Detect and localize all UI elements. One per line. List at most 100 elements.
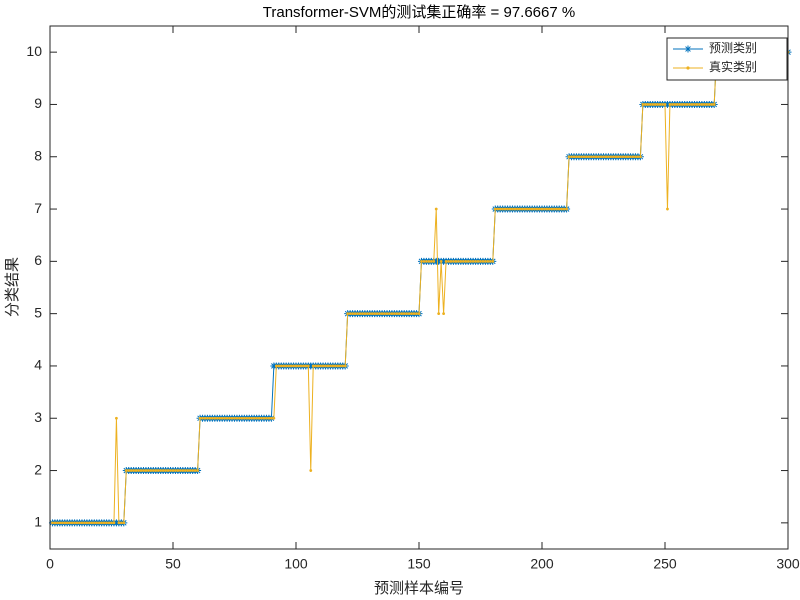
y-tick-label: 6 xyxy=(34,252,42,268)
dot-marker xyxy=(575,155,578,159)
dot-marker xyxy=(252,416,256,420)
dot-marker xyxy=(85,521,89,525)
dot-marker xyxy=(110,521,113,525)
dot-marker xyxy=(533,207,537,211)
dot-marker xyxy=(159,469,163,472)
dot-marker xyxy=(579,155,583,159)
dot-marker xyxy=(218,416,222,420)
dot-marker xyxy=(341,364,345,368)
dot-marker xyxy=(429,259,433,263)
dot-marker xyxy=(83,521,86,525)
dot-marker xyxy=(333,364,337,368)
dot-marker xyxy=(570,155,573,159)
x-tick-label: 50 xyxy=(165,556,181,572)
dot-marker xyxy=(481,259,485,263)
dot-marker xyxy=(661,103,664,106)
dot-marker xyxy=(115,416,118,420)
dot-marker xyxy=(361,312,364,316)
dot-marker xyxy=(698,103,701,106)
dot-marker xyxy=(166,469,170,472)
dot-marker xyxy=(668,103,672,106)
dot-marker xyxy=(238,416,241,420)
dot-marker xyxy=(552,207,556,211)
dot-marker xyxy=(228,416,231,420)
dot-marker xyxy=(122,521,126,525)
dot-marker xyxy=(484,259,487,263)
y-tick-label: 8 xyxy=(34,147,42,163)
dot-marker xyxy=(397,312,401,316)
dot-marker xyxy=(666,207,669,211)
y-tick-label: 9 xyxy=(34,95,42,111)
dot-marker xyxy=(73,521,76,525)
dot-marker xyxy=(474,259,477,263)
dot-marker xyxy=(410,312,414,316)
dot-marker xyxy=(700,103,704,106)
dot-marker xyxy=(629,155,632,159)
dot-marker xyxy=(169,469,172,472)
dot-marker xyxy=(124,469,128,472)
dot-marker xyxy=(51,521,54,525)
dot-marker xyxy=(547,207,551,211)
dot-marker xyxy=(294,364,298,368)
dot-marker xyxy=(58,521,62,525)
dot-marker xyxy=(274,364,278,368)
dot-marker xyxy=(107,521,111,525)
dot-marker xyxy=(535,207,539,211)
dot-marker xyxy=(250,416,254,420)
dot-marker xyxy=(363,312,367,316)
dot-marker xyxy=(469,259,473,263)
dot-marker xyxy=(658,103,662,106)
dot-marker xyxy=(262,416,266,420)
dot-marker xyxy=(648,103,652,106)
dot-marker xyxy=(149,469,153,472)
dot-marker xyxy=(712,103,716,106)
dot-marker xyxy=(171,469,175,472)
dot-marker xyxy=(710,103,714,106)
dot-marker xyxy=(496,207,500,211)
dot-marker xyxy=(634,155,637,159)
dot-marker xyxy=(78,521,81,525)
dot-marker xyxy=(233,416,236,420)
dot-marker xyxy=(520,207,524,211)
dot-marker xyxy=(639,155,642,159)
dot-marker xyxy=(191,469,195,472)
dot-marker xyxy=(619,155,623,159)
dot-marker xyxy=(154,469,158,472)
dot-marker xyxy=(675,103,679,106)
y-tick-label: 1 xyxy=(34,514,42,530)
dot-marker xyxy=(348,312,352,316)
x-axis-label: 预测样本编号 xyxy=(374,579,464,597)
dot-marker xyxy=(516,207,519,211)
dot-marker xyxy=(90,521,94,525)
dot-marker xyxy=(117,521,121,525)
dot-marker xyxy=(329,364,332,368)
dot-marker xyxy=(538,207,541,211)
dot-marker xyxy=(545,207,549,211)
dot-marker xyxy=(493,207,497,211)
dot-marker xyxy=(602,155,605,159)
legend-label: 预测类别 xyxy=(709,41,757,55)
dot-marker xyxy=(75,521,79,525)
dot-marker xyxy=(673,103,677,106)
dot-marker xyxy=(412,312,416,316)
dot-marker xyxy=(65,521,69,525)
dot-marker xyxy=(326,364,330,368)
dot-marker xyxy=(257,416,261,420)
dot-marker xyxy=(693,103,696,106)
dot-marker xyxy=(95,521,99,525)
dot-marker xyxy=(624,155,628,159)
dot-marker xyxy=(442,312,445,316)
dot-marker xyxy=(287,364,291,368)
dot-marker xyxy=(427,259,431,263)
dot-marker xyxy=(513,207,517,211)
dot-marker xyxy=(102,521,106,525)
dot-marker xyxy=(400,312,404,316)
dot-marker xyxy=(70,521,74,525)
dot-marker xyxy=(476,259,480,263)
dot-marker xyxy=(210,416,214,420)
dot-marker xyxy=(343,364,347,368)
dot-marker xyxy=(336,364,340,368)
dot-marker xyxy=(223,416,227,420)
dot-marker xyxy=(390,312,394,316)
